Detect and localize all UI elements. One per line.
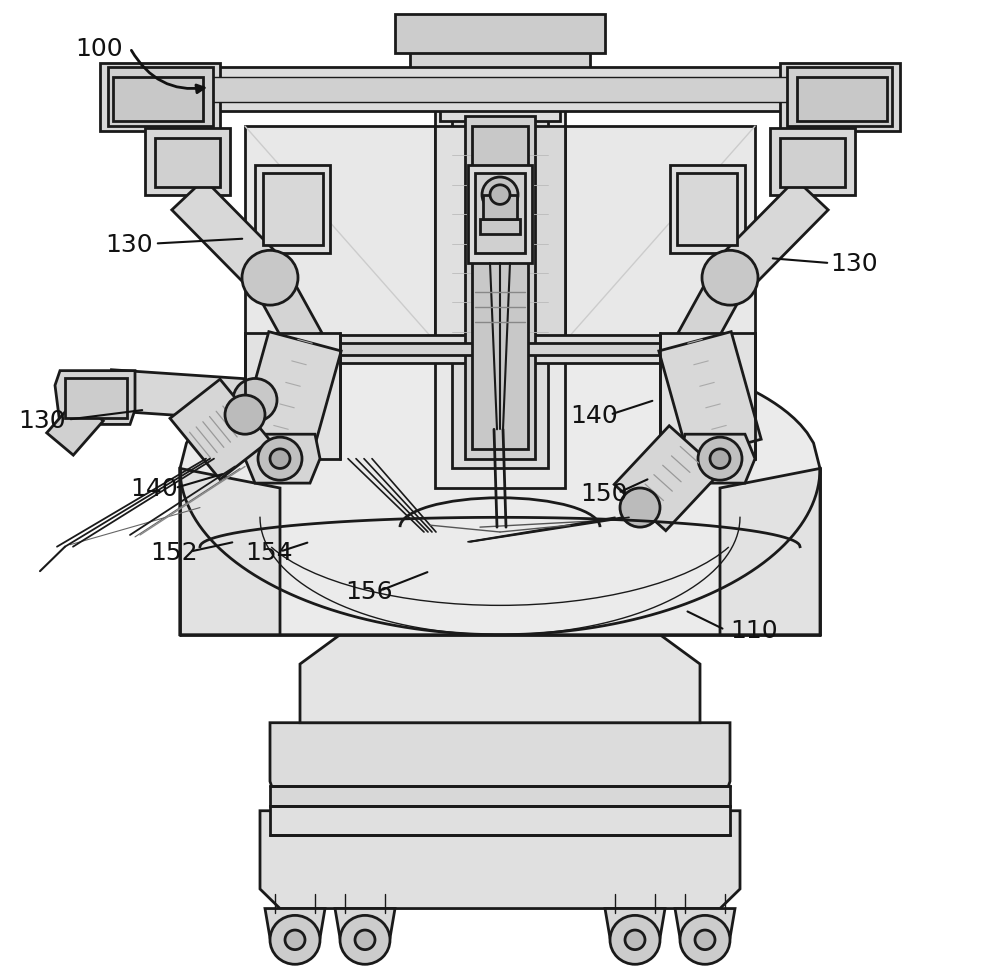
Bar bbox=[108, 68, 213, 127]
Circle shape bbox=[702, 251, 758, 306]
Polygon shape bbox=[47, 400, 103, 455]
Circle shape bbox=[610, 915, 660, 964]
Polygon shape bbox=[239, 332, 341, 459]
Polygon shape bbox=[565, 127, 755, 342]
Polygon shape bbox=[180, 469, 280, 635]
Bar bbox=[440, 83, 560, 122]
Bar bbox=[780, 139, 845, 188]
Text: 150: 150 bbox=[580, 482, 628, 505]
Polygon shape bbox=[245, 127, 435, 342]
Polygon shape bbox=[55, 371, 135, 425]
Bar bbox=[475, 174, 525, 254]
Polygon shape bbox=[100, 64, 220, 132]
Polygon shape bbox=[435, 127, 500, 342]
Bar bbox=[483, 195, 517, 220]
Circle shape bbox=[710, 449, 730, 469]
Polygon shape bbox=[260, 811, 740, 909]
Bar bbox=[410, 34, 590, 88]
Bar bbox=[255, 336, 745, 363]
Polygon shape bbox=[614, 426, 721, 531]
Polygon shape bbox=[170, 380, 270, 480]
Text: 156: 156 bbox=[345, 579, 393, 603]
Polygon shape bbox=[245, 435, 320, 484]
Polygon shape bbox=[678, 270, 747, 351]
Circle shape bbox=[490, 186, 510, 205]
Circle shape bbox=[625, 930, 645, 950]
Polygon shape bbox=[780, 64, 900, 132]
Bar bbox=[480, 220, 520, 234]
Polygon shape bbox=[270, 723, 730, 811]
Bar bbox=[245, 334, 340, 459]
Bar bbox=[270, 786, 730, 806]
Bar bbox=[452, 98, 548, 469]
Bar bbox=[263, 174, 323, 246]
Circle shape bbox=[482, 178, 518, 213]
Circle shape bbox=[285, 930, 305, 950]
Bar bbox=[155, 68, 845, 112]
Polygon shape bbox=[109, 370, 256, 421]
Circle shape bbox=[340, 915, 390, 964]
Circle shape bbox=[225, 396, 265, 435]
Bar bbox=[65, 379, 127, 418]
Circle shape bbox=[620, 488, 660, 528]
Polygon shape bbox=[335, 909, 395, 938]
Text: 110: 110 bbox=[730, 618, 778, 642]
Bar bbox=[270, 806, 730, 835]
Bar bbox=[468, 166, 532, 264]
Bar bbox=[472, 127, 528, 449]
Polygon shape bbox=[720, 469, 820, 635]
Bar bbox=[268, 344, 732, 356]
Bar bbox=[770, 129, 855, 195]
Text: 130: 130 bbox=[830, 252, 878, 276]
Circle shape bbox=[270, 449, 290, 469]
Polygon shape bbox=[253, 270, 322, 351]
Polygon shape bbox=[180, 342, 820, 635]
Bar bbox=[113, 78, 203, 122]
Polygon shape bbox=[714, 180, 828, 294]
Polygon shape bbox=[500, 127, 565, 342]
Bar bbox=[165, 78, 835, 103]
Polygon shape bbox=[255, 166, 330, 254]
Polygon shape bbox=[265, 909, 325, 938]
Bar bbox=[787, 68, 892, 127]
Text: 152: 152 bbox=[150, 540, 198, 564]
Bar bbox=[145, 129, 230, 195]
Bar bbox=[677, 174, 737, 246]
Bar bbox=[797, 78, 887, 122]
Text: 100: 100 bbox=[75, 37, 123, 61]
Bar bbox=[660, 334, 755, 459]
Polygon shape bbox=[172, 180, 286, 294]
Text: 140: 140 bbox=[570, 404, 618, 427]
Circle shape bbox=[258, 438, 302, 481]
Bar bbox=[155, 139, 220, 188]
Polygon shape bbox=[680, 435, 755, 484]
Text: 154: 154 bbox=[245, 540, 293, 564]
Circle shape bbox=[242, 251, 298, 306]
Text: 140: 140 bbox=[130, 477, 178, 500]
Polygon shape bbox=[675, 909, 735, 938]
Circle shape bbox=[680, 915, 730, 964]
Circle shape bbox=[233, 379, 277, 422]
Circle shape bbox=[698, 438, 742, 481]
Polygon shape bbox=[659, 332, 761, 459]
Circle shape bbox=[355, 930, 375, 950]
Circle shape bbox=[695, 930, 715, 950]
Polygon shape bbox=[300, 635, 700, 723]
Polygon shape bbox=[670, 166, 745, 254]
Bar bbox=[435, 68, 565, 488]
Bar bbox=[395, 15, 605, 54]
Bar bbox=[465, 117, 535, 459]
Polygon shape bbox=[605, 909, 665, 938]
Circle shape bbox=[270, 915, 320, 964]
Text: 130: 130 bbox=[18, 408, 66, 432]
Text: 130: 130 bbox=[105, 233, 153, 256]
